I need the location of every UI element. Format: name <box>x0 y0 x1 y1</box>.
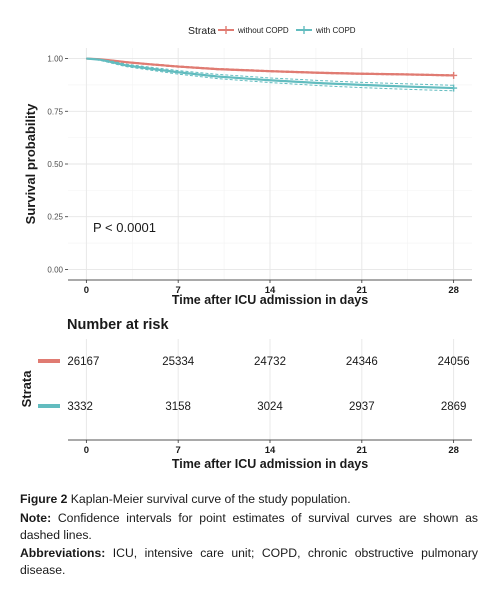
y-tick-label: 0.50 <box>47 160 63 169</box>
y-tick-label: 0.75 <box>47 107 63 116</box>
abbreviations-label: Abbreviations: <box>20 546 106 560</box>
kaplan-meier-figure: Strata without COPD with COPD 0.00 0.25 0.5… <box>19 25 472 471</box>
survival-line-without-copd <box>86 57 454 77</box>
risk-x-tick-label: 14 <box>265 445 276 456</box>
risk-table: 26167 25334 24732 24346 24056 3332 3158 3024 293… <box>38 339 472 456</box>
risk-count: 24056 <box>438 356 470 368</box>
figure-caption-text: Kaplan-Meier survival curve of the study… <box>70 492 351 506</box>
figure-label: Figure 2 <box>20 492 68 506</box>
x-axis-label: Time after ICU admission in days <box>172 293 368 307</box>
risk-table-title: Number at risk <box>67 317 169 333</box>
risk-count: 24346 <box>346 356 378 368</box>
risk-count: 3024 <box>257 401 283 413</box>
legend-title: Strata <box>188 25 216 37</box>
y-tick-label: 1.00 <box>47 55 63 64</box>
figure-note: Note: Confidence intervals for point est… <box>20 510 478 544</box>
x-tick-label: 21 <box>357 285 368 296</box>
risk-x-tick-label: 0 <box>84 445 89 456</box>
note-label: Note: <box>20 511 52 525</box>
x-tick-label: 0 <box>84 285 89 296</box>
y-tick-label: 0.25 <box>47 213 63 222</box>
risk-count: 3332 <box>67 401 93 413</box>
risk-table-xlabel: Time after ICU admission in days <box>172 457 368 471</box>
risk-x-tick-label: 7 <box>176 445 181 456</box>
y-tick-label: 0.00 <box>47 265 63 274</box>
risk-count: 25334 <box>162 356 195 368</box>
risk-x-tick-label: 28 <box>448 445 459 456</box>
y-axis-label: Survival probability <box>23 103 38 224</box>
legend: Strata without COPD with COPD <box>188 25 356 37</box>
figure-caption: Figure 2 Kaplan-Meier survival curve of … <box>20 491 478 508</box>
x-tick-label: 14 <box>265 285 276 296</box>
ci-lower-line-with-copd <box>86 58 454 92</box>
risk-count: 24732 <box>254 356 286 368</box>
risk-x-tick-label: 21 <box>357 445 368 456</box>
x-tick-label: 7 <box>176 285 181 296</box>
figure-abbreviations: Abbreviations: ICU, intensive care unit;… <box>20 545 478 579</box>
risk-table-ylabel: Strata <box>19 370 34 408</box>
survival-line-with-copd <box>86 57 454 90</box>
risk-count: 3158 <box>165 401 191 413</box>
survival-plot: 0.00 0.25 0.50 0.75 1.00 0 7 14 21 28 P < 0.0001 <box>47 48 472 296</box>
ci-upper-line-with-copd <box>86 58 454 86</box>
risk-count: 2869 <box>441 401 467 413</box>
abbreviations-text: ICU, intensive care unit; COPD, chronic … <box>20 546 478 577</box>
p-value-annotation: P < 0.0001 <box>93 220 156 235</box>
note-text: Confidence intervals for point estimates… <box>20 511 478 542</box>
risk-count: 26167 <box>67 356 99 368</box>
x-tick-label: 28 <box>448 285 459 296</box>
risk-count: 2937 <box>349 401 375 413</box>
legend-label: without COPD <box>237 26 289 35</box>
legend-label: with COPD <box>315 26 356 35</box>
